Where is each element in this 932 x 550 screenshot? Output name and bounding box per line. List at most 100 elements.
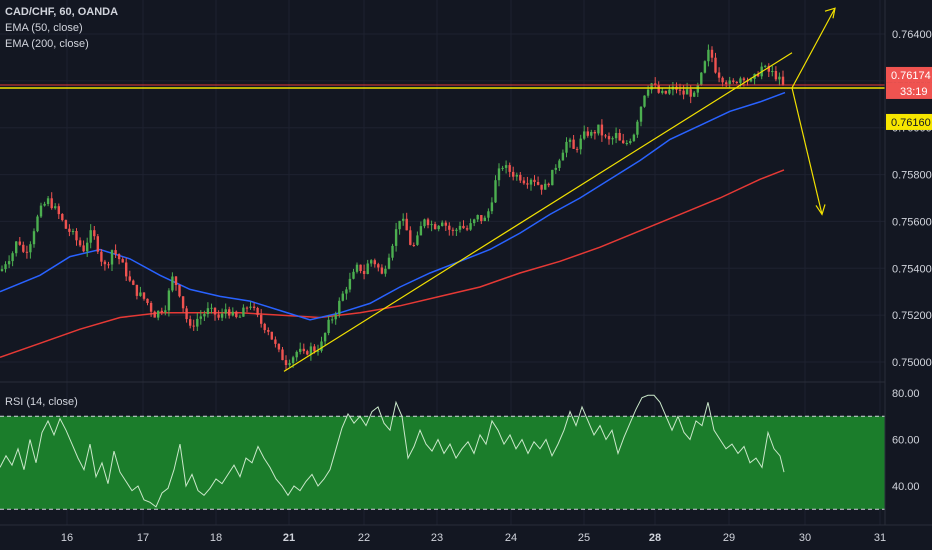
rsi-tick-label[interactable]: 40.00 xyxy=(892,481,920,493)
candle-body xyxy=(494,180,497,203)
candle-body xyxy=(643,95,646,107)
candle-body xyxy=(164,310,167,313)
candle-body xyxy=(267,330,270,332)
time-tick-label[interactable]: 18 xyxy=(210,532,222,544)
rsi-label[interactable]: RSI (14, close) xyxy=(5,396,78,408)
candle-body xyxy=(302,348,305,352)
candle-body xyxy=(590,132,593,136)
time-tick-label[interactable]: 17 xyxy=(137,532,149,544)
price-tick-label[interactable]: 0.75400 xyxy=(892,263,932,275)
price-tick-label[interactable]: 0.75200 xyxy=(892,310,932,322)
candle-body xyxy=(394,229,398,246)
time-tick-label[interactable]: 24 xyxy=(505,532,517,544)
time-tick-label[interactable]: 23 xyxy=(431,532,443,544)
current-price-value: 0.76174 xyxy=(891,70,931,82)
price-tick-label[interactable]: 0.76400 xyxy=(892,29,932,41)
rsi-tick-label[interactable]: 80.00 xyxy=(892,388,920,400)
price-tick-label[interactable]: 0.75000 xyxy=(892,357,932,369)
candle-body xyxy=(636,121,639,135)
candle-body xyxy=(749,78,753,82)
ema-50-label[interactable]: EMA (50, close) xyxy=(5,22,83,34)
candle-body xyxy=(657,85,660,93)
candle-body xyxy=(685,89,689,95)
price-tick-label[interactable]: 0.75600 xyxy=(892,216,932,228)
candle-body xyxy=(4,264,7,270)
projection-down-arrow[interactable] xyxy=(791,87,823,215)
time-tick-label[interactable]: 21 xyxy=(283,532,295,544)
current-price-tag xyxy=(886,66,932,83)
rsi-tick-label[interactable]: 60.00 xyxy=(892,435,920,447)
time-tick-label[interactable]: 29 xyxy=(723,532,735,544)
candle-body xyxy=(462,225,465,229)
candle-body xyxy=(263,323,266,331)
candle-body xyxy=(764,65,767,67)
symbol-title[interactable]: CAD/CHF, 60, OANDA xyxy=(5,6,119,18)
candle-body xyxy=(256,308,259,315)
candle-body xyxy=(327,319,330,333)
candle-body xyxy=(426,219,430,226)
candle-body xyxy=(242,307,245,317)
candle-body xyxy=(437,225,440,230)
drawings[interactable] xyxy=(0,7,885,372)
candle-body xyxy=(405,218,408,231)
candle-body xyxy=(213,307,217,315)
candle-body xyxy=(306,351,309,355)
candle-body xyxy=(157,310,160,318)
candle-body xyxy=(132,280,135,285)
candle-body xyxy=(93,230,96,237)
time-tick-label[interactable]: 28 xyxy=(649,532,661,544)
candle-body xyxy=(614,133,618,139)
candle-body xyxy=(515,174,518,177)
candle-body xyxy=(309,346,313,355)
rsi-band xyxy=(0,416,885,510)
time-tick-label[interactable]: 16 xyxy=(61,532,73,544)
candle-body xyxy=(146,298,149,303)
candle-body xyxy=(274,339,277,344)
candle-body xyxy=(203,314,206,317)
candle-body xyxy=(71,231,75,232)
candle-body xyxy=(68,228,71,232)
ema-200-line xyxy=(0,169,785,359)
projection-up-arrow[interactable] xyxy=(791,7,836,89)
candle-body xyxy=(25,251,29,253)
candle-body xyxy=(43,203,46,206)
candle-body xyxy=(448,225,451,230)
candle-body xyxy=(7,261,11,265)
candle-body xyxy=(362,271,366,274)
candle-body xyxy=(206,308,210,314)
candle-body xyxy=(487,211,490,218)
projection-down-arrowhead xyxy=(815,204,826,216)
candle-body xyxy=(370,260,373,264)
ema-200-label[interactable]: EMA (200, close) xyxy=(5,38,89,50)
candle-body xyxy=(480,215,483,222)
candle-body xyxy=(284,360,288,365)
rsi-scale[interactable]: 80.00 60.00 40.00 xyxy=(892,388,920,493)
candle-body xyxy=(228,309,231,316)
candle-body xyxy=(611,138,614,140)
candle-body xyxy=(629,141,632,143)
candle-body xyxy=(107,264,110,266)
time-tick-label[interactable]: 31 xyxy=(874,532,886,544)
candle-body xyxy=(497,168,501,181)
candle-body xyxy=(632,134,636,141)
candle-body xyxy=(668,89,671,94)
time-tick-label[interactable]: 30 xyxy=(799,532,811,544)
candles xyxy=(0,44,785,371)
candle-body xyxy=(533,179,536,182)
time-tick-label[interactable]: 25 xyxy=(578,532,590,544)
candle-body xyxy=(568,139,572,142)
candle-body xyxy=(398,220,401,230)
price-tick-label[interactable]: 0.75800 xyxy=(892,170,932,182)
candle-body xyxy=(402,218,405,221)
candle-body xyxy=(291,357,295,364)
candle-body xyxy=(210,307,213,309)
candle-body xyxy=(522,180,526,184)
candle-body xyxy=(174,276,178,285)
rsi-pane xyxy=(0,394,885,510)
time-tick-label[interactable]: 22 xyxy=(358,532,370,544)
candle-body xyxy=(707,49,710,62)
trendline[interactable] xyxy=(283,52,793,372)
candle-body xyxy=(384,268,387,274)
time-scale[interactable]: 16 17 18 21 22 23 24 25 28 29 30 31 xyxy=(61,532,886,544)
